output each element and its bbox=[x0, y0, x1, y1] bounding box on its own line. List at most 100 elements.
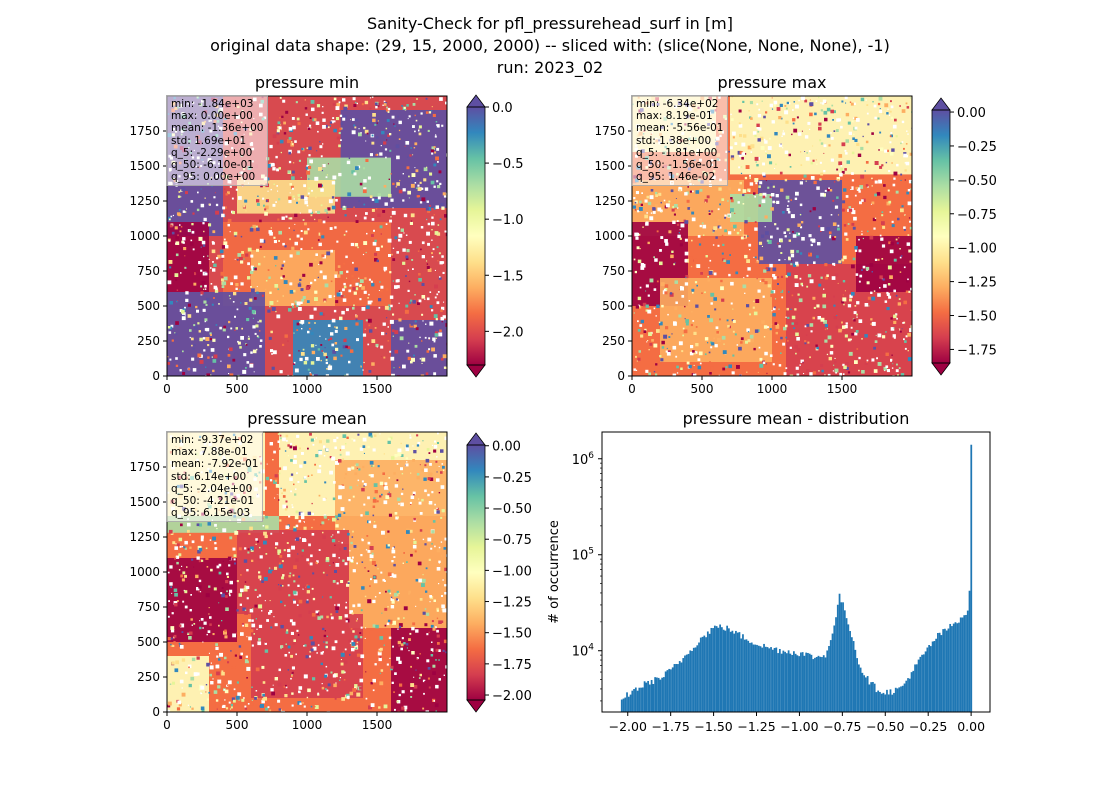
map-speckle bbox=[831, 265, 834, 268]
map-speckle bbox=[360, 609, 363, 612]
map-speckle bbox=[397, 628, 399, 630]
map-speckle bbox=[690, 323, 693, 327]
map-speckle bbox=[402, 488, 404, 490]
map-speckle bbox=[342, 288, 345, 292]
map-speckle bbox=[854, 246, 858, 250]
map-speckle bbox=[231, 197, 234, 200]
map-speckle bbox=[188, 636, 192, 640]
map-speckle bbox=[343, 106, 348, 111]
map-speckle bbox=[771, 108, 774, 110]
map-speckle bbox=[891, 224, 895, 228]
map-speckle bbox=[218, 303, 220, 305]
map-speckle bbox=[684, 282, 689, 286]
map-speckle bbox=[756, 126, 760, 130]
map-speckle bbox=[237, 341, 241, 345]
histogram-bar bbox=[831, 633, 834, 712]
y-tick-label: 1250 bbox=[129, 530, 160, 544]
map-speckle bbox=[182, 210, 186, 213]
map-speckle bbox=[798, 232, 800, 235]
map-speckle bbox=[170, 215, 173, 218]
map-speckle bbox=[734, 333, 737, 336]
map-speckle bbox=[689, 351, 694, 356]
map-speckle bbox=[691, 288, 695, 292]
map-speckle bbox=[868, 305, 870, 307]
map-speckle bbox=[844, 168, 847, 171]
map-speckle bbox=[280, 129, 282, 131]
map-speckle bbox=[438, 562, 440, 564]
map-speckle bbox=[439, 97, 443, 101]
map-speckle bbox=[678, 232, 680, 234]
map-speckle bbox=[286, 439, 288, 442]
map-speckle bbox=[877, 333, 882, 338]
map-speckle bbox=[903, 266, 906, 269]
map-speckle bbox=[670, 189, 674, 193]
map-speckle bbox=[180, 196, 182, 198]
map-speckle bbox=[315, 454, 319, 458]
map-speckle bbox=[845, 152, 848, 155]
map-speckle bbox=[889, 249, 894, 254]
colorbar-tick-label: −1.00 bbox=[492, 564, 532, 579]
map-speckle bbox=[732, 330, 735, 333]
map-speckle bbox=[801, 237, 805, 241]
map-speckle bbox=[757, 130, 760, 133]
map-speckle bbox=[415, 629, 419, 633]
map-speckle bbox=[281, 710, 285, 712]
map-speckle bbox=[397, 599, 400, 602]
map-speckle bbox=[283, 466, 287, 471]
map-speckle bbox=[858, 319, 863, 323]
map-speckle bbox=[393, 367, 395, 369]
map-speckle bbox=[300, 512, 305, 517]
map-speckle bbox=[320, 615, 324, 619]
map-speckle bbox=[820, 230, 822, 232]
map-speckle bbox=[355, 287, 359, 291]
map-speckle bbox=[352, 569, 356, 573]
map-speckle bbox=[189, 329, 192, 332]
map-region bbox=[730, 96, 912, 175]
map-speckle bbox=[199, 337, 203, 342]
map-speckle bbox=[291, 504, 293, 506]
map-speckle bbox=[204, 328, 208, 331]
map-speckle bbox=[904, 162, 907, 164]
map-speckle bbox=[440, 471, 443, 474]
map-speckle bbox=[229, 185, 232, 188]
map-speckle bbox=[297, 283, 302, 287]
map-speckle bbox=[344, 580, 348, 584]
map-speckle bbox=[664, 284, 669, 288]
map-speckle bbox=[777, 242, 779, 245]
map-speckle bbox=[638, 350, 641, 353]
map-speckle bbox=[329, 337, 333, 340]
map-speckle bbox=[417, 498, 420, 500]
map-speckle bbox=[848, 351, 853, 356]
map-speckle bbox=[234, 530, 239, 535]
map-speckle bbox=[634, 201, 637, 204]
map-speckle bbox=[282, 495, 286, 498]
map-speckle bbox=[440, 202, 444, 207]
map-speckle bbox=[879, 108, 881, 110]
map-speckle bbox=[200, 246, 202, 248]
map-speckle bbox=[293, 600, 296, 604]
map-speckle bbox=[285, 525, 290, 529]
histogram-bar bbox=[742, 634, 744, 712]
map-speckle bbox=[258, 638, 261, 641]
map-speckle bbox=[654, 373, 658, 376]
map-speckle bbox=[795, 321, 799, 325]
map-speckle bbox=[326, 251, 331, 256]
map-speckle bbox=[227, 218, 232, 223]
map-speckle bbox=[665, 326, 669, 330]
map-speckle bbox=[861, 338, 863, 340]
map-speckle bbox=[291, 170, 295, 174]
map-speckle bbox=[822, 293, 826, 298]
map-speckle bbox=[747, 145, 752, 150]
map-speckle bbox=[378, 306, 381, 309]
map-speckle bbox=[440, 485, 445, 489]
map-speckle bbox=[367, 496, 370, 500]
map-speckle bbox=[250, 286, 252, 288]
map-speckle bbox=[873, 227, 876, 230]
map-speckle bbox=[904, 340, 907, 343]
map-speckle bbox=[378, 706, 381, 709]
map-speckle bbox=[302, 296, 306, 300]
map-speckle bbox=[754, 134, 757, 137]
map-speckle bbox=[213, 354, 218, 359]
map-speckle bbox=[795, 191, 799, 196]
map-speckle bbox=[435, 127, 438, 129]
